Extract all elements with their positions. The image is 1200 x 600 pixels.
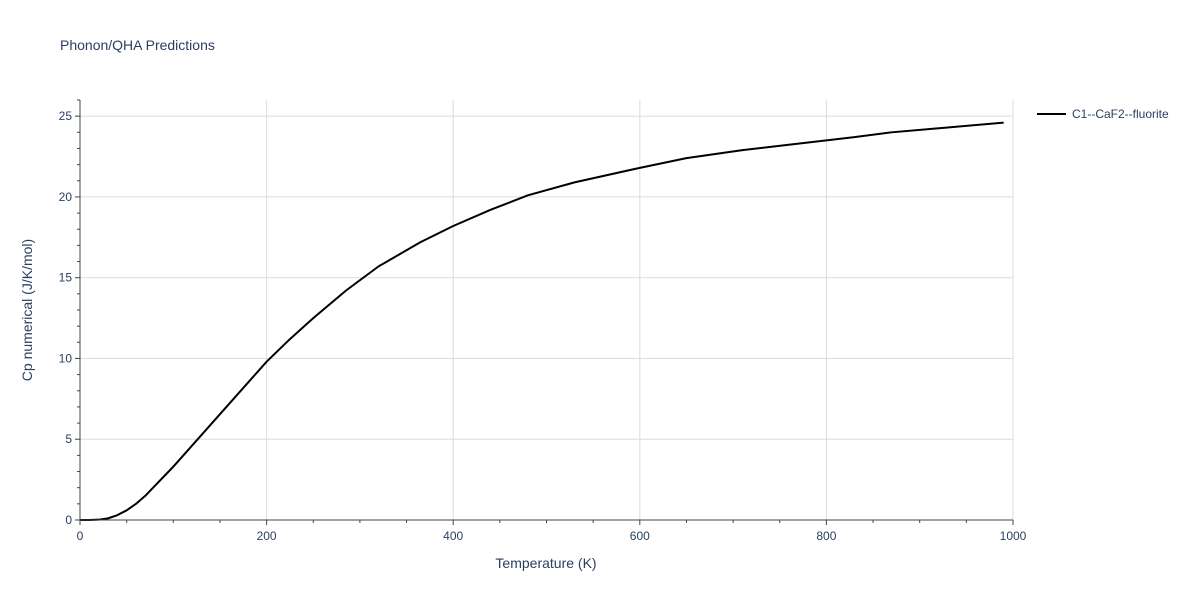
x-tick-label: 400 <box>443 529 463 543</box>
x-tick-label: 0 <box>77 529 84 543</box>
plot-area <box>80 121 1004 521</box>
x-tick-label: 200 <box>257 529 277 543</box>
y-tick-label: 5 <box>65 432 72 446</box>
x-axis-title: Temperature (K) <box>495 555 596 571</box>
legend-label[interactable]: C1--CaF2--fluorite <box>1072 107 1169 121</box>
x-tick-label: 800 <box>816 529 836 543</box>
y-tick-label: 25 <box>59 109 73 123</box>
series-line-0 <box>80 121 1004 521</box>
x-axis: 0 200 400 600 800 1000 <box>77 519 1027 543</box>
x-tick-label: 1000 <box>1000 529 1027 543</box>
y-axis: 0 5 10 15 20 25 <box>59 99 81 527</box>
x-tick-label: 600 <box>630 529 650 543</box>
y-gridlines <box>80 115 1013 440</box>
y-tick-label: 0 <box>65 513 72 527</box>
y-tick-label: 10 <box>59 351 73 365</box>
y-tick-label: 20 <box>59 190 73 204</box>
x-gridlines <box>266 100 1014 520</box>
y-tick-label: 15 <box>59 271 73 285</box>
y-axis-title: Cp numerical (J/K/mol) <box>19 239 35 381</box>
chart-title: Phonon/QHA Predictions <box>60 37 215 53</box>
legend[interactable]: C1--CaF2--fluorite <box>1037 107 1169 121</box>
